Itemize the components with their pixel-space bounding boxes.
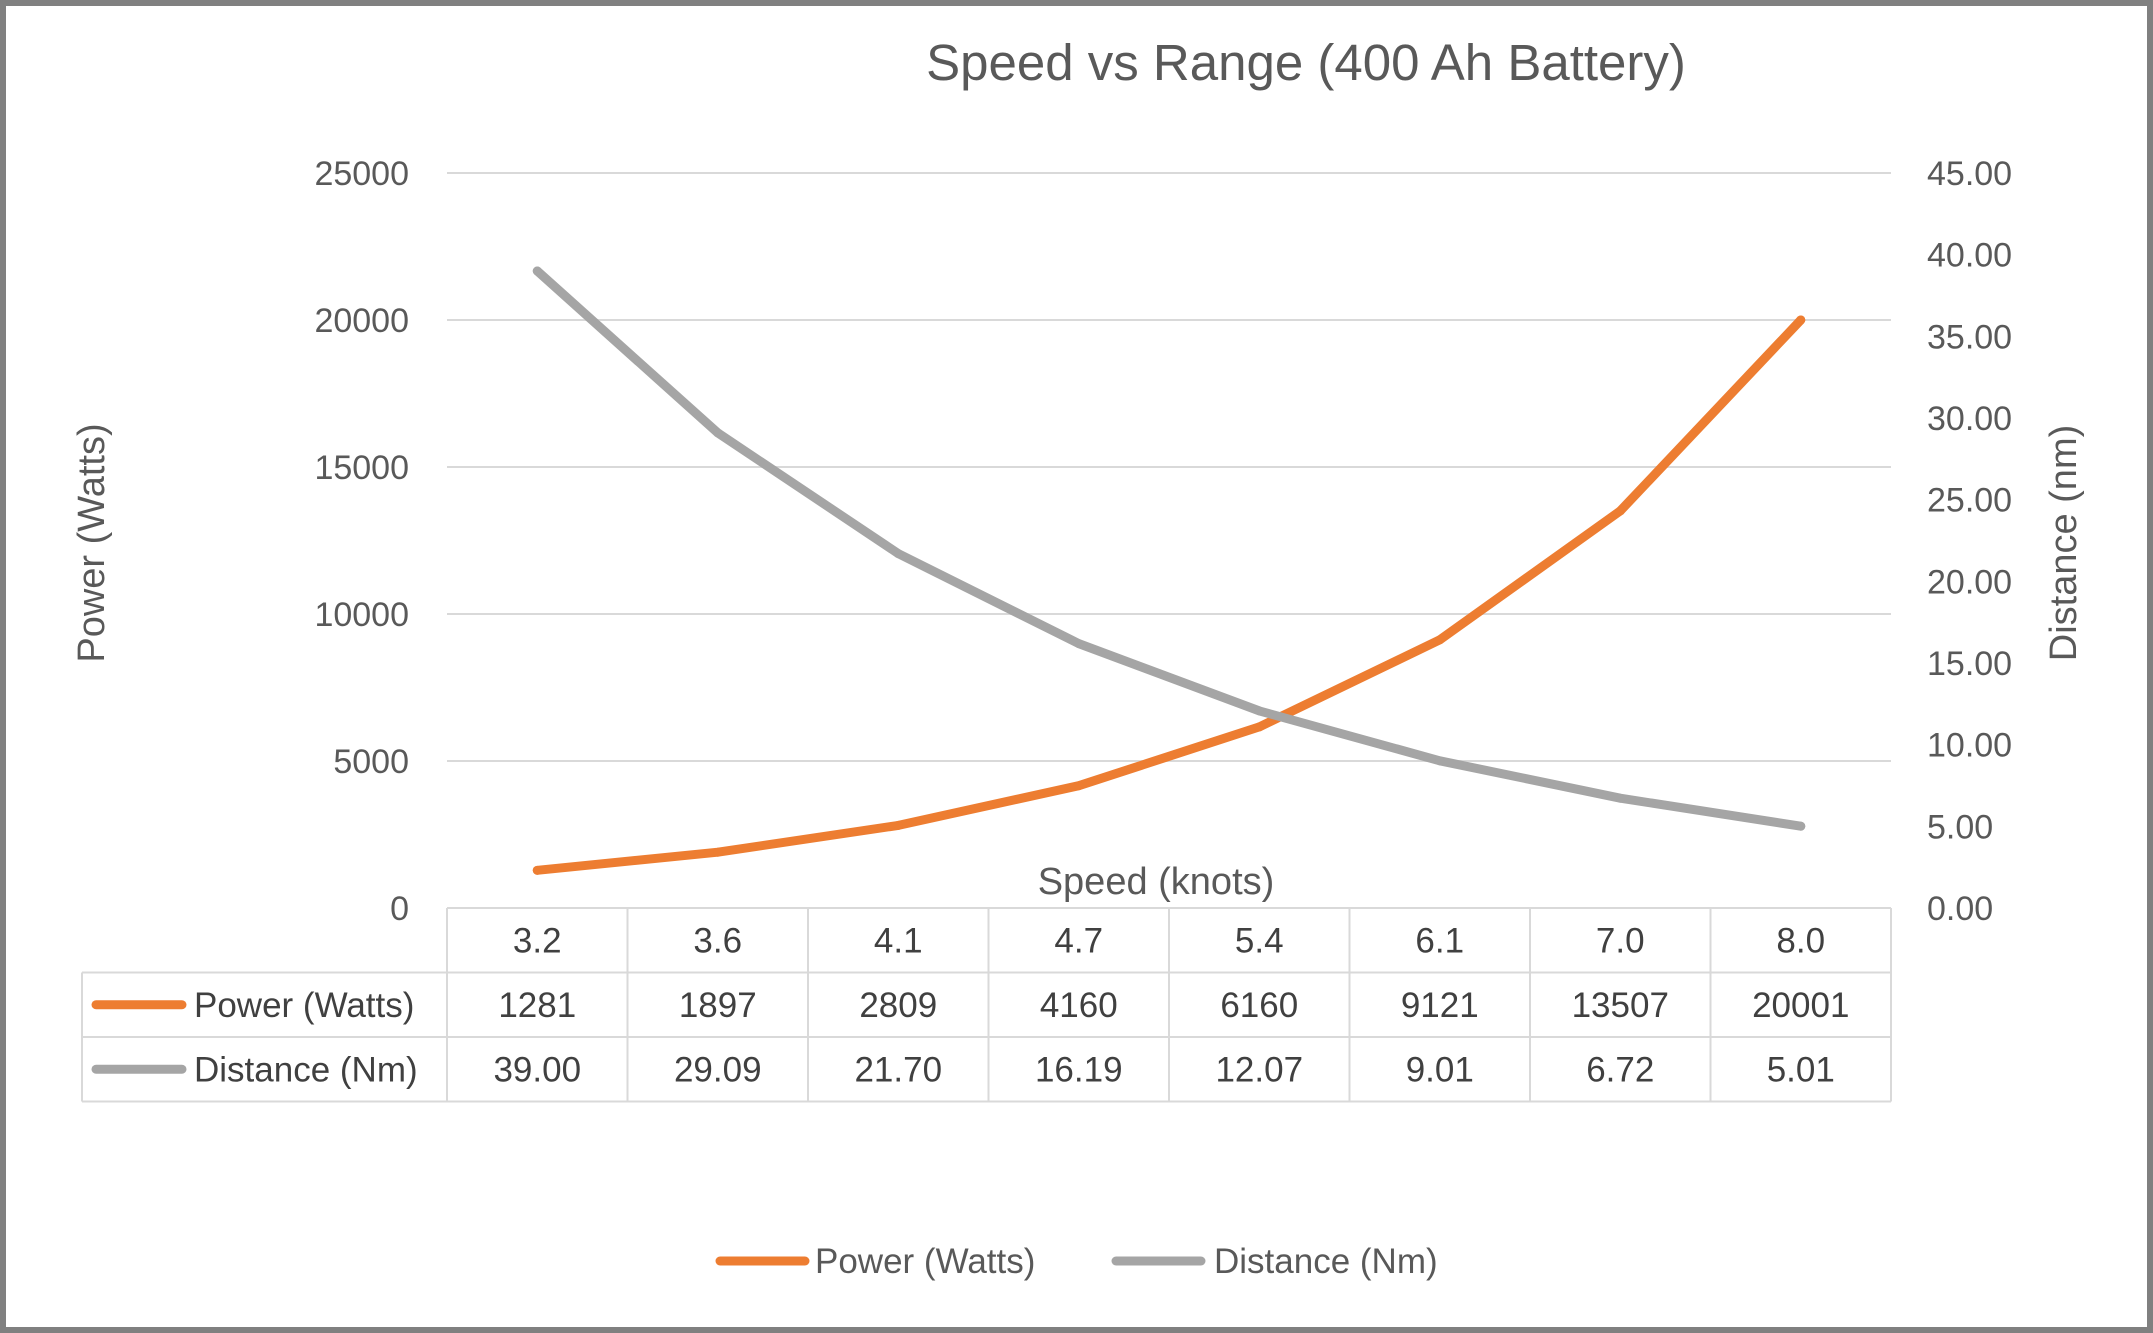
x-tick-label: 3.2 [513, 921, 562, 960]
chart-title: Speed vs Range (400 Ah Battery) [926, 34, 1686, 91]
y-tick-label: 15000 [314, 449, 409, 487]
series-1-point [893, 820, 903, 830]
y2-tick-label: 0.00 [1927, 890, 1993, 928]
y-axis-title: Power (Watts) [71, 423, 113, 662]
table-cell: 9121 [1401, 986, 1479, 1025]
y2-tick-label: 30.00 [1927, 400, 2012, 438]
series-2-point [1796, 821, 1806, 831]
y2-tick-label: 45.00 [1927, 155, 2012, 193]
series-2-point [1254, 706, 1264, 716]
series-2-point [532, 266, 542, 276]
table-cell: 13507 [1572, 986, 1669, 1025]
data-table: 3.2 3.6 4.1 4.7 5.4 6.1 7.0 8.0 Power (Watts) 128… [81, 907, 1892, 1103]
series-lines [532, 266, 1806, 875]
series-1-point [1796, 315, 1806, 325]
series-2-point [1435, 756, 1445, 766]
legend-label: Power (Watts) [815, 1242, 1035, 1281]
series-2-point [1615, 793, 1625, 803]
table-cell: 2809 [859, 986, 937, 1025]
x-tick-label: 4.1 [874, 921, 923, 960]
gridlines [447, 172, 1891, 762]
series-1-point [713, 847, 723, 857]
table-cell: 4160 [1040, 986, 1118, 1025]
y2-axis-ticks: 0.00 5.00 10.00 15.00 20.00 25.00 30.00 35.00 40… [1927, 155, 2012, 928]
x-tick-label: 6.1 [1415, 921, 1464, 960]
y-tick-label: 0 [390, 890, 409, 928]
series-2-point [893, 549, 903, 559]
series-line-2 [532, 266, 1806, 831]
series-1-point [1254, 722, 1264, 732]
table-cell: 1897 [679, 986, 757, 1025]
y-tick-label: 25000 [314, 155, 409, 193]
series-2-point [1074, 639, 1084, 649]
x-tick-label: 8.0 [1776, 921, 1825, 960]
x-axis-title: Speed (knots) [1038, 861, 1275, 903]
series-line-1 [532, 315, 1806, 875]
y2-tick-label: 40.00 [1927, 237, 2012, 275]
x-tick-label: 7.0 [1596, 921, 1645, 960]
x-tick-label: 5.4 [1235, 921, 1284, 960]
table-cell: 39.00 [493, 1050, 581, 1089]
table-cell: 16.19 [1035, 1050, 1123, 1089]
y-axis-ticks: 0 5000 10000 15000 20000 25000 [314, 155, 409, 928]
y2-axis-title: Distance (nm) [2043, 425, 2085, 662]
series-1-point [1074, 781, 1084, 791]
x-tick-label: 4.7 [1054, 921, 1103, 960]
y2-tick-label: 5.00 [1927, 808, 1993, 846]
table-cell: 9.01 [1406, 1050, 1474, 1089]
table-series-name: Distance (Nm) [194, 1050, 418, 1089]
legend: Power (Watts) Distance (Nm) [715, 1242, 1438, 1281]
series-1-point [1435, 635, 1445, 645]
table-cell: 6.72 [1586, 1050, 1654, 1089]
series-2-point [713, 428, 723, 438]
table-cell: 12.07 [1215, 1050, 1303, 1089]
y2-tick-label: 25.00 [1927, 482, 2012, 520]
legend-label: Distance (Nm) [1214, 1242, 1438, 1281]
table-cell: 29.09 [674, 1050, 762, 1089]
series-1-point [532, 865, 542, 875]
y2-tick-label: 15.00 [1927, 645, 2012, 683]
table-cell: 20001 [1752, 986, 1849, 1025]
y2-tick-label: 20.00 [1927, 563, 2012, 601]
x-tick-label: 3.6 [693, 921, 742, 960]
table-series-name: Power (Watts) [194, 986, 414, 1025]
y2-tick-label: 10.00 [1927, 727, 2012, 765]
y-tick-label: 20000 [314, 302, 409, 340]
series-1-point [1615, 506, 1625, 516]
y-tick-label: 5000 [333, 743, 409, 781]
table-cell: 5.01 [1767, 1050, 1835, 1089]
y2-tick-label: 35.00 [1927, 318, 2012, 356]
table-cell: 6160 [1220, 986, 1298, 1025]
y-tick-label: 10000 [314, 596, 409, 634]
table-cell: 21.70 [854, 1050, 942, 1089]
table-cell: 1281 [498, 986, 576, 1025]
